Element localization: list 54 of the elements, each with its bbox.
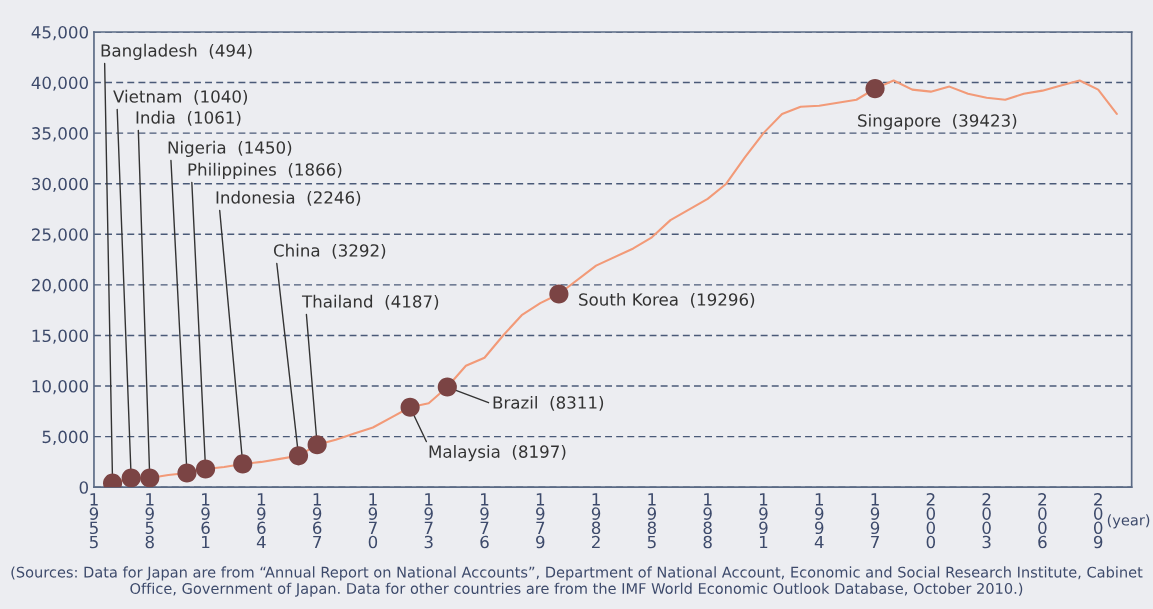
annotation: Brazil (8311) — [493, 395, 604, 411]
y-tick-label: 0 — [79, 481, 88, 494]
x-tick-label: 1 9 6 4 — [256, 493, 266, 549]
x-tick-label: 1 9 8 2 — [591, 493, 601, 549]
x-tick-label: 1 9 9 1 — [759, 493, 768, 549]
y-tick-label: 30,000 — [32, 177, 88, 192]
annotation: Nigeria (1450) — [168, 140, 292, 157]
x-tick-label: 1 9 7 9 — [536, 493, 545, 549]
annotation: Vietnam (1040) — [113, 89, 248, 105]
y-tick-label: 45,000 — [31, 25, 88, 41]
x-axis-title: (year) — [1107, 514, 1150, 529]
text: (Sources: Data for Japan are from “Annual Report on National Accounts”, Department of National Account, Economic and Social Research Institute, Cabinet Office, Government of Japan. Data for other countries are from the IMF World Economic Outlook Database, October 2010.) — [11, 566, 1143, 597]
x-tick-label: 2 0 0 3 — [982, 493, 991, 549]
x-tick-label: 1 9 9 4 — [814, 493, 824, 549]
x-tick-label: 1 9 6 1 — [201, 493, 210, 549]
point — [549, 284, 569, 304]
point — [233, 454, 253, 474]
y-tick-label: 20,000 — [32, 278, 88, 294]
annotation: Philippines (1866) — [188, 162, 342, 179]
y-tick-label: 25,000 — [32, 228, 88, 243]
point — [288, 446, 309, 466]
point — [865, 79, 885, 99]
x-tick-label: 1 9 8 5 — [647, 493, 657, 549]
annotation: Malaysia (8197) — [429, 445, 566, 462]
y-tick-label: 5,000 — [42, 430, 88, 445]
x-tick-label: 2 0 0 9 — [1093, 493, 1103, 549]
y-tick-label: 15,000 — [32, 329, 88, 344]
y-tick-label: 35,000 — [32, 127, 88, 142]
x-tick-label: 1 9 6 7 — [312, 493, 322, 549]
annotation: Bangladesh (494) — [101, 43, 252, 60]
point — [195, 459, 216, 479]
point — [307, 435, 327, 455]
x-tick-label: 1 9 5 5 — [89, 493, 99, 549]
x-tick-label: 1 9 7 6 — [480, 493, 489, 549]
x-tick-label: 2 0 0 0 — [926, 493, 936, 549]
x-tick-label: 1 9 5 8 — [145, 493, 154, 549]
x-tick-label: 1 9 9 7 — [870, 493, 880, 549]
x-tick-label: 1 9 7 0 — [368, 493, 378, 549]
annotation: South Korea (19296) — [579, 292, 755, 308]
point — [400, 397, 420, 417]
annotation: China (3292) — [273, 243, 386, 259]
x-tick-label: 1 9 8 8 — [703, 493, 712, 549]
annotation: Indonesia (2246) — [216, 190, 361, 206]
x-tick-label: 2 0 0 6 — [1038, 493, 1047, 549]
annotation: Singapore (39423) — [858, 113, 1017, 131]
annotation: Thailand (4187) — [301, 294, 439, 310]
annotation: India (1061) — [136, 110, 241, 126]
point — [140, 468, 160, 488]
point — [121, 468, 141, 488]
y-tick-label: 10,000 — [32, 380, 88, 395]
y-tick-label: 40,000 — [31, 76, 88, 91]
point — [437, 377, 457, 397]
point — [177, 463, 197, 483]
x-tick-label: 1 9 7 3 — [424, 493, 433, 549]
